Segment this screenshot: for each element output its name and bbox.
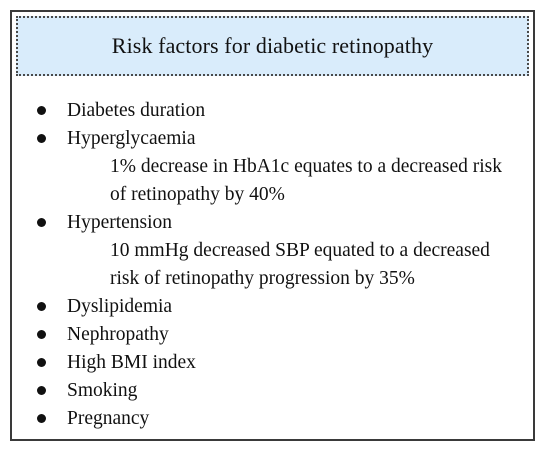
list-item-detail: 10 mmHg decreased SBP equated to a decre…: [110, 240, 490, 289]
header-banner: Risk factors for diabetic retinopathy: [16, 16, 529, 76]
list-item-high-bmi: High BMI index: [12, 349, 533, 377]
risk-factors-box: Risk factors for diabetic retinopathy Di…: [10, 10, 535, 441]
list-item-label: Dyslipidemia: [67, 296, 173, 317]
bullet-icon: [37, 218, 46, 227]
bullet-icon: [37, 302, 46, 311]
page-title: Risk factors for diabetic retinopathy: [111, 33, 434, 58]
bullet-icon: [37, 106, 46, 115]
bullet-icon: [37, 134, 46, 143]
list-item-label: Pregnancy: [67, 408, 150, 429]
bullet-icon: [37, 330, 46, 339]
list-item-diabetes-duration: Diabetes duration: [12, 97, 533, 125]
list-item-detail: 1% decrease in HbA1c equates to a decrea…: [110, 156, 502, 205]
list-item-label: High BMI index: [67, 352, 196, 373]
list-item-label: Nephropathy: [67, 324, 169, 345]
list-item-pregnancy: Pregnancy: [12, 405, 533, 433]
list-item-hypertension: Hypertension 10 mmHg decreased SBP equat…: [12, 209, 533, 293]
list-item-label: Hypertension: [67, 212, 173, 233]
bullet-icon: [37, 414, 46, 423]
bullet-icon: [37, 358, 46, 367]
list-item-nephropathy: Nephropathy: [12, 321, 533, 349]
risk-factor-list: Diabetes duration Hyperglycaemia 1% decr…: [12, 97, 533, 433]
list-item-hyperglycaemia: Hyperglycaemia 1% decrease in HbA1c equa…: [12, 125, 533, 209]
list-item-label: Hyperglycaemia: [67, 128, 196, 149]
list-item-dyslipidemia: Dyslipidemia: [12, 293, 533, 321]
bullet-icon: [37, 386, 46, 395]
list-item-label: Diabetes duration: [67, 100, 206, 121]
list-item-label: Smoking: [67, 380, 138, 401]
list-item-smoking: Smoking: [12, 377, 533, 405]
